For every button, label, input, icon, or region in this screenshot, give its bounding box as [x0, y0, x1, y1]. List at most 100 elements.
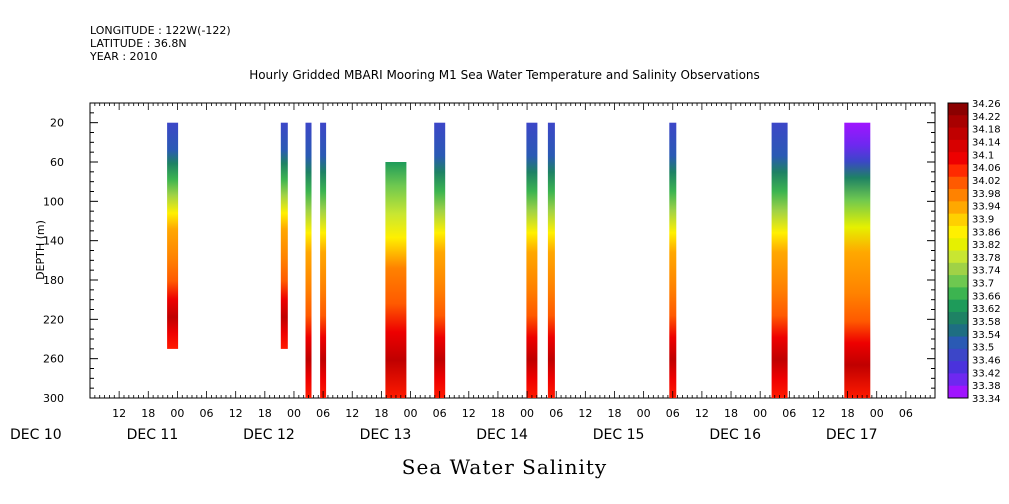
colorbar-label: 34.18 — [972, 125, 1001, 136]
y-tick-label: 60 — [50, 156, 64, 169]
colorbar-swatch — [948, 225, 968, 239]
colorbar-label: 33.38 — [972, 381, 1001, 392]
x-tick-label: 12 — [578, 407, 592, 420]
y-tick-label: 260 — [43, 353, 64, 366]
x-date-label: DEC 11 — [127, 427, 179, 443]
x-tick-label: 00 — [404, 407, 418, 420]
x-tick-label: 00 — [170, 407, 184, 420]
x-date-labels: DEC 10 DEC 11 DEC 12 DEC 13 DEC 14 DEC 15 DEC … — [10, 427, 878, 443]
x-tick-label: 18 — [607, 407, 621, 420]
x-date-label: DEC 16 — [709, 427, 761, 443]
x-tick-label: 18 — [141, 407, 155, 420]
x-tick-label: 18 — [258, 407, 272, 420]
x-tick-label: 06 — [200, 407, 214, 420]
colorbar-swatch — [948, 324, 968, 338]
y-tick-label: 20 — [50, 117, 64, 130]
y-axis-label: DEPTH (m) — [34, 220, 47, 280]
colorbar-swatch — [948, 238, 968, 251]
colorbar-label: 34.14 — [972, 138, 1001, 149]
axis-ticks — [89, 102, 936, 399]
x-tick-label: 18 — [841, 407, 855, 420]
x-date-label: DEC 15 — [593, 427, 645, 443]
colorbar-label: 33.98 — [972, 189, 1001, 200]
x-tick-label: 06 — [782, 407, 796, 420]
colorbar-swatch — [948, 361, 968, 374]
colorbar-swatch — [948, 213, 968, 227]
colorbar-label: 34.1 — [972, 150, 994, 161]
y-tick-label: 100 — [43, 195, 64, 208]
colorbar-swatch — [948, 103, 968, 116]
salinity-column — [526, 122, 538, 398]
colorbar-label: 33.42 — [972, 368, 1001, 379]
colorbar-label: 34.02 — [972, 176, 1001, 187]
x-tick-label: 00 — [753, 407, 767, 420]
x-tick-label: 18 — [374, 407, 388, 420]
x-tick-label: 06 — [899, 407, 913, 420]
colorbar-label: 33.58 — [972, 317, 1001, 328]
salinity-column — [844, 122, 871, 398]
colorbar-swatch — [948, 299, 968, 313]
x-tick-label: 06 — [666, 407, 680, 420]
colorbar-label: 33.66 — [972, 291, 1001, 302]
x-tick-label: 00 — [520, 407, 534, 420]
colorbar-swatch — [948, 127, 968, 141]
y-tick-label: 140 — [43, 235, 64, 248]
y-tick-label: 220 — [43, 313, 64, 326]
colorbar-label: 33.5 — [972, 343, 994, 354]
colorbar-swatch — [948, 275, 968, 288]
salinity-column — [167, 122, 179, 349]
salinity-column — [434, 122, 446, 398]
salinity-column — [305, 122, 312, 398]
x-tick-label: 18 — [491, 407, 505, 420]
colorbar-swatch — [948, 262, 968, 276]
y-tick-labels: 20 60 100 140 180 220 260 300 — [43, 117, 64, 405]
colorbar-swatch — [948, 164, 968, 178]
colorbar-label: 34.26 — [972, 99, 1001, 110]
colorbar-swatch — [948, 201, 968, 215]
y-tick-label: 300 — [43, 392, 64, 405]
colorbar-swatch — [948, 348, 968, 362]
colorbar-swatch — [948, 336, 968, 350]
salinity-column — [385, 162, 407, 398]
x-date-label: DEC 13 — [360, 427, 412, 443]
colorbar-label: 34.22 — [972, 112, 1001, 123]
chart-title: Hourly Gridded MBARI Mooring M1 Sea Wate… — [249, 68, 760, 82]
colorbar-swatch — [948, 385, 968, 399]
colorbar-label: 33.9 — [972, 214, 994, 225]
salinity-column — [320, 122, 327, 398]
x-date-label: DEC 12 — [243, 427, 295, 443]
x-tick-label: 18 — [724, 407, 738, 420]
latitude-label: LATITUDE : 36.8N — [90, 37, 187, 50]
colorbar-label: 33.46 — [972, 356, 1001, 367]
x-tick-label: 06 — [549, 407, 563, 420]
x-tick-label: 00 — [637, 407, 651, 420]
x-tick-label: 12 — [811, 407, 825, 420]
colorbar-swatch — [948, 176, 968, 190]
salinity-columns — [167, 122, 871, 398]
colorbar-label: 33.7 — [972, 279, 994, 290]
colorbar-swatch — [948, 311, 968, 325]
colorbar-swatch — [948, 115, 968, 129]
colorbar-swatch — [948, 250, 968, 264]
x-tick-label: 06 — [316, 407, 330, 420]
colorbar-swatch — [948, 373, 968, 387]
colorbar-label: 33.54 — [972, 330, 1001, 341]
salinity-column — [547, 122, 555, 398]
colorbar-label: 33.78 — [972, 253, 1001, 264]
x-tick-label: 00 — [287, 407, 301, 420]
salinity-column — [771, 122, 788, 398]
colorbar-label: 33.86 — [972, 227, 1001, 238]
colorbar — [947, 102, 969, 399]
plot-frame — [89, 102, 936, 399]
variable-title: Sea Water Salinity — [401, 455, 608, 479]
x-tick-label: 12 — [229, 407, 243, 420]
year-label: YEAR : 2010 — [90, 50, 158, 63]
salinity-column — [280, 122, 288, 349]
colorbar-label: 33.74 — [972, 266, 1001, 277]
x-date-label: DEC 17 — [826, 427, 878, 443]
colorbar-swatch — [948, 287, 968, 301]
longitude-label: LONGITUDE : 122W(-122) — [90, 24, 231, 37]
x-tick-label: 12 — [462, 407, 476, 420]
colorbar-label: 33.62 — [972, 304, 1001, 315]
